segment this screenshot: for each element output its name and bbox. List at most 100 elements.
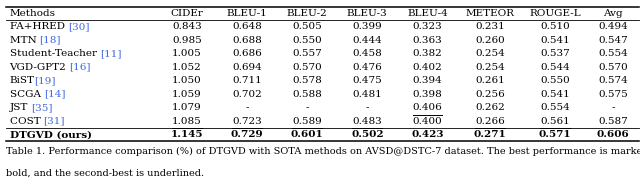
Text: -: - (245, 103, 249, 112)
Text: 0.601: 0.601 (291, 130, 324, 139)
Text: 0.589: 0.589 (292, 117, 322, 126)
Text: 1.052: 1.052 (172, 63, 202, 72)
Text: 0.550: 0.550 (292, 36, 322, 45)
Text: 0.554: 0.554 (540, 103, 570, 112)
Text: JST: JST (10, 103, 31, 112)
Text: 0.537: 0.537 (540, 49, 570, 58)
Text: 0.363: 0.363 (413, 36, 442, 45)
Text: ROUGE-L: ROUGE-L (529, 9, 580, 18)
Text: 1.050: 1.050 (172, 76, 202, 85)
Text: [18]: [18] (40, 36, 61, 45)
Text: 0.406: 0.406 (413, 103, 442, 112)
Text: [19]: [19] (35, 76, 56, 85)
Text: 0.723: 0.723 (232, 117, 262, 126)
Text: BLEU-2: BLEU-2 (287, 9, 328, 18)
Text: 0.694: 0.694 (232, 63, 262, 72)
Text: 0.481: 0.481 (353, 90, 382, 99)
Text: 0.588: 0.588 (292, 90, 322, 99)
Text: VGD-GPT2: VGD-GPT2 (10, 63, 70, 72)
Text: 0.271: 0.271 (474, 130, 506, 139)
Text: Student-Teacher: Student-Teacher (10, 49, 100, 58)
Text: CIDEr: CIDEr (170, 9, 204, 18)
Text: 0.574: 0.574 (598, 76, 628, 85)
Text: 0.256: 0.256 (475, 90, 505, 99)
Text: 0.231: 0.231 (475, 22, 505, 31)
Text: MTN: MTN (10, 36, 40, 45)
Text: BLEU-1: BLEU-1 (227, 9, 268, 18)
Text: 0.570: 0.570 (598, 63, 628, 72)
Text: METEOR: METEOR (465, 9, 515, 18)
Text: 0.702: 0.702 (232, 90, 262, 99)
Text: 0.398: 0.398 (413, 90, 442, 99)
Text: FA+HRED: FA+HRED (10, 22, 68, 31)
Text: 0.550: 0.550 (540, 76, 570, 85)
Text: 0.483: 0.483 (353, 117, 382, 126)
Text: 0.260: 0.260 (475, 36, 505, 45)
Text: 0.541: 0.541 (540, 90, 570, 99)
Text: 0.444: 0.444 (353, 36, 382, 45)
Text: 0.458: 0.458 (353, 49, 382, 58)
Text: COST: COST (10, 117, 44, 126)
Text: 0.587: 0.587 (598, 117, 628, 126)
Text: 1.079: 1.079 (172, 103, 202, 112)
Text: 0.985: 0.985 (172, 36, 202, 45)
Text: [11]: [11] (100, 49, 122, 58)
Text: 0.547: 0.547 (598, 36, 628, 45)
Text: SCGA: SCGA (10, 90, 44, 99)
Text: 0.505: 0.505 (292, 22, 322, 31)
Text: BLEU-3: BLEU-3 (347, 9, 388, 18)
Text: 0.711: 0.711 (232, 76, 262, 85)
Text: 0.648: 0.648 (232, 22, 262, 31)
Text: 0.554: 0.554 (598, 49, 628, 58)
Text: 0.399: 0.399 (353, 22, 382, 31)
Text: 0.544: 0.544 (540, 63, 570, 72)
Text: bold, and the second-best is underlined.: bold, and the second-best is underlined. (6, 168, 205, 177)
Text: 1.145: 1.145 (171, 130, 203, 139)
Text: [14]: [14] (44, 90, 65, 99)
Text: Methods: Methods (10, 9, 56, 18)
Text: 0.494: 0.494 (598, 22, 628, 31)
Text: 0.261: 0.261 (475, 76, 505, 85)
Text: 0.262: 0.262 (475, 103, 505, 112)
Text: 0.578: 0.578 (292, 76, 322, 85)
Text: 0.557: 0.557 (292, 49, 322, 58)
Text: 0.570: 0.570 (292, 63, 322, 72)
Text: [35]: [35] (31, 103, 52, 112)
Text: 0.254: 0.254 (475, 63, 505, 72)
Text: 0.688: 0.688 (232, 36, 262, 45)
Text: -: - (365, 103, 369, 112)
Text: 0.575: 0.575 (598, 90, 628, 99)
Text: 0.502: 0.502 (351, 130, 383, 139)
Text: 1.059: 1.059 (172, 90, 202, 99)
Text: 1.005: 1.005 (172, 49, 202, 58)
Text: 0.561: 0.561 (540, 117, 570, 126)
Text: 0.254: 0.254 (475, 49, 505, 58)
Text: 0.394: 0.394 (413, 76, 442, 85)
Text: 0.423: 0.423 (412, 130, 444, 139)
Text: Avg: Avg (604, 9, 623, 18)
Text: 0.606: 0.606 (596, 130, 630, 139)
Text: 1.085: 1.085 (172, 117, 202, 126)
Text: [16]: [16] (70, 63, 91, 72)
Text: 0.402: 0.402 (413, 63, 442, 72)
Text: [30]: [30] (68, 22, 90, 31)
Text: Table 1. Performance comparison (%) of DTGVD with SOTA methods on AVSD@DSTC-7 da: Table 1. Performance comparison (%) of D… (6, 147, 640, 156)
Text: 0.571: 0.571 (539, 130, 572, 139)
Text: [31]: [31] (44, 117, 65, 126)
Text: 0.843: 0.843 (172, 22, 202, 31)
Text: BiST: BiST (10, 76, 35, 85)
Text: 0.266: 0.266 (475, 117, 505, 126)
Text: -: - (611, 103, 615, 112)
Text: 0.510: 0.510 (540, 22, 570, 31)
Text: 0.476: 0.476 (353, 63, 382, 72)
Text: -: - (305, 103, 309, 112)
Text: 0.686: 0.686 (232, 49, 262, 58)
Text: 0.323: 0.323 (413, 22, 442, 31)
Text: 0.541: 0.541 (540, 36, 570, 45)
Text: DTGVD (ours): DTGVD (ours) (10, 130, 92, 139)
Text: 0.729: 0.729 (230, 130, 263, 139)
Text: 0.475: 0.475 (353, 76, 382, 85)
Text: 0.382: 0.382 (413, 49, 442, 58)
Text: BLEU-4: BLEU-4 (407, 9, 448, 18)
Text: 0.400: 0.400 (413, 117, 442, 126)
